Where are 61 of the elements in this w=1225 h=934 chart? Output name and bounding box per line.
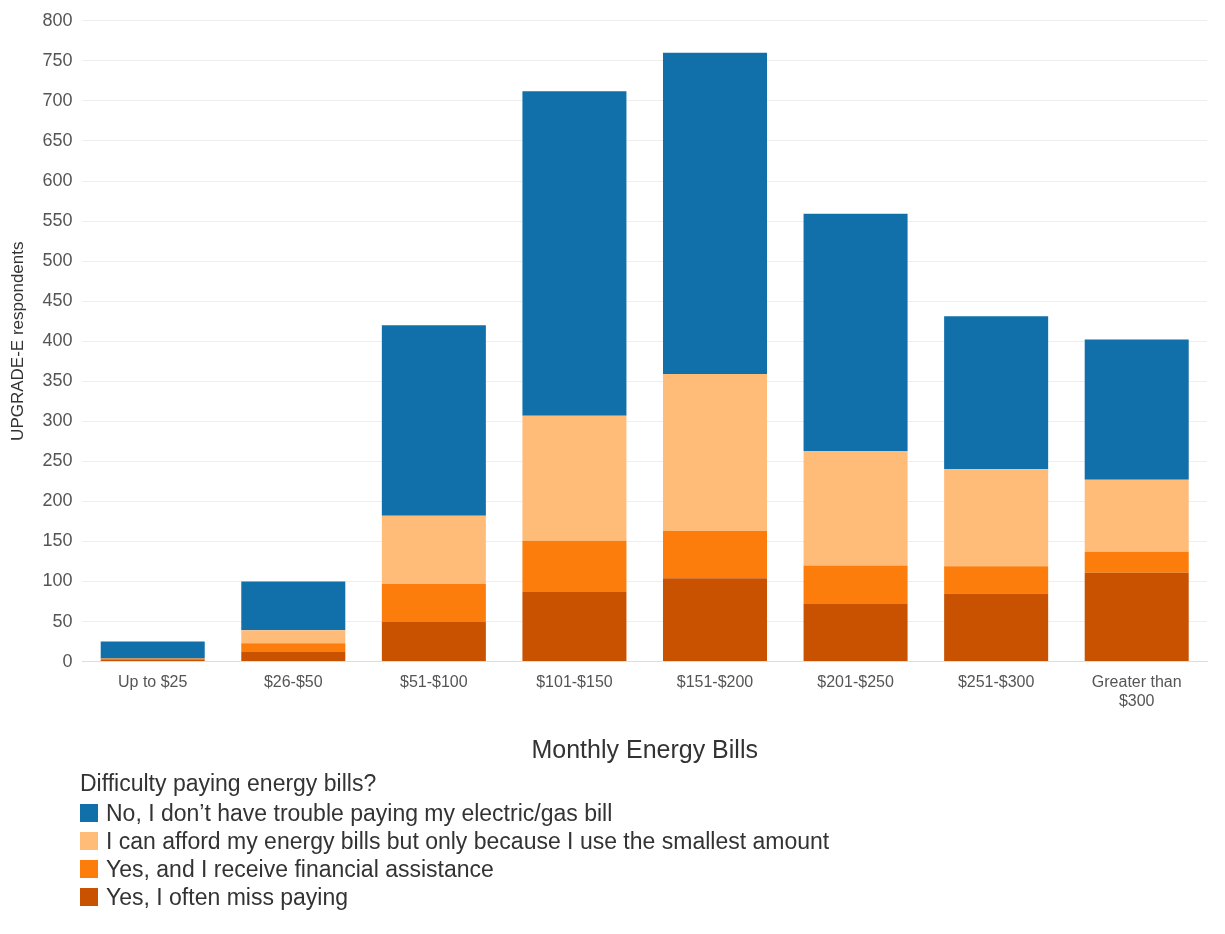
bar bbox=[803, 603, 908, 662]
y-tick-label: 150 bbox=[42, 530, 73, 551]
legend-label: Yes, and I receive financial assistance bbox=[106, 855, 494, 883]
y-tick-label: 750 bbox=[42, 49, 73, 70]
bar bbox=[944, 593, 1049, 662]
bar bbox=[662, 374, 768, 532]
x-tick-label: Up to $25 bbox=[118, 672, 188, 690]
y-tick-label: 450 bbox=[42, 290, 73, 311]
bar bbox=[662, 531, 768, 579]
legend-title: Difficulty paying energy bills? bbox=[80, 770, 378, 797]
bar bbox=[381, 583, 486, 622]
x-tick-label: $151-$200 bbox=[676, 672, 754, 690]
bar bbox=[944, 316, 1049, 470]
x-tick-label: $251-$300 bbox=[957, 672, 1035, 690]
x-tick-label: $51-$100 bbox=[400, 672, 468, 690]
bar bbox=[944, 469, 1049, 567]
bar bbox=[522, 91, 627, 416]
bar bbox=[1084, 339, 1189, 480]
x-tick-label: $26-$50 bbox=[263, 672, 323, 690]
bar bbox=[381, 621, 486, 662]
bar bbox=[944, 566, 1049, 594]
y-tick-label: 0 bbox=[62, 650, 73, 671]
bar bbox=[241, 643, 346, 652]
bar bbox=[803, 450, 908, 566]
bar bbox=[1084, 551, 1189, 573]
y-tick-label: 400 bbox=[42, 330, 73, 351]
y-tick-label: 250 bbox=[42, 450, 73, 471]
y-tick-label: 350 bbox=[42, 370, 73, 391]
x-axis-title: Monthly Energy Bills bbox=[531, 734, 758, 763]
bar bbox=[662, 52, 768, 375]
y-tick-label: 50 bbox=[52, 610, 73, 631]
bar bbox=[803, 565, 908, 604]
bar bbox=[241, 581, 346, 631]
legend-label: Yes, I often miss paying bbox=[106, 883, 349, 911]
y-tick-label: 500 bbox=[42, 250, 73, 271]
y-tick-label: 600 bbox=[42, 169, 73, 190]
x-tick-label: $201-$250 bbox=[817, 672, 894, 690]
bar bbox=[241, 630, 346, 644]
x-tick-label: $101-$150 bbox=[536, 672, 613, 690]
bar bbox=[522, 540, 627, 592]
bar bbox=[100, 641, 205, 659]
bar bbox=[241, 651, 346, 662]
x-tick-label: Greater than $300 bbox=[1091, 672, 1182, 709]
bar bbox=[662, 578, 768, 662]
bar bbox=[381, 515, 486, 584]
bar bbox=[803, 213, 908, 451]
legend-label: I can afford my energy bills but only because I use the smallest amount bbox=[106, 827, 830, 855]
y-tick-label: 100 bbox=[42, 570, 73, 591]
y-tick-label: 700 bbox=[42, 89, 73, 110]
legend-label: No, I don’t have trouble paying my electric/gas bill bbox=[106, 799, 613, 827]
y-tick-label: 650 bbox=[42, 129, 73, 150]
bar bbox=[522, 591, 627, 662]
y-tick-label: 550 bbox=[42, 210, 73, 231]
y-tick-label: 200 bbox=[42, 490, 73, 511]
bar bbox=[522, 415, 627, 541]
y-tick-label: 300 bbox=[42, 410, 73, 431]
bar bbox=[381, 325, 486, 516]
y-axis-title: UPGRADE-E respondents bbox=[7, 241, 27, 441]
bar bbox=[1084, 572, 1189, 662]
y-tick-label: 800 bbox=[42, 9, 73, 30]
bar bbox=[1084, 479, 1189, 552]
